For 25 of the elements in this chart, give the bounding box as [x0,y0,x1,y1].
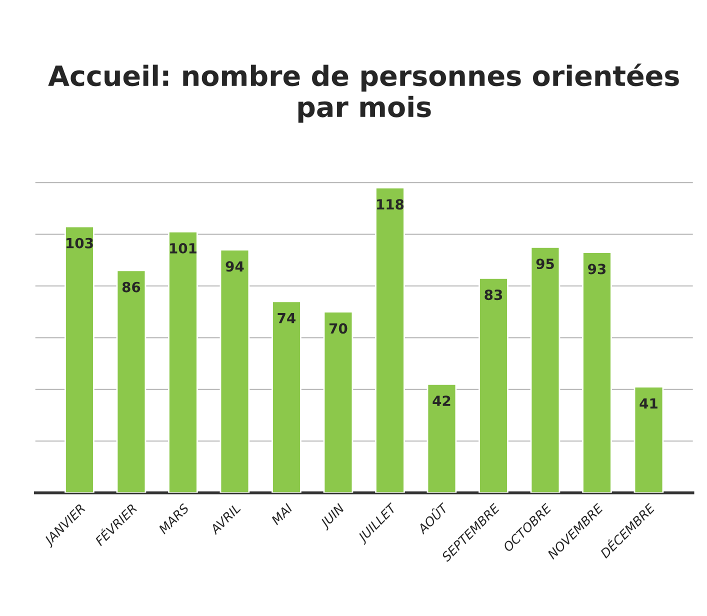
data-label: 41 [640,398,658,408]
bar [323,311,354,493]
data-label: 74 [278,313,296,324]
data-label: 86 [122,282,140,292]
data-label: 101 [170,243,197,254]
data-label: 83 [484,290,502,300]
data-label: 70 [329,323,348,334]
bar [634,386,664,493]
data-label: 118 [377,199,404,210]
data-label: 42 [432,396,450,406]
bar [375,187,405,493]
bar [530,246,560,493]
data-label: 95 [536,258,554,270]
bar [168,230,198,493]
bar [116,270,146,493]
bar [220,249,250,493]
data-label: 93 [588,264,606,274]
bar [272,300,302,493]
data-label: 94 [226,261,244,272]
bar [478,278,508,493]
bar [426,384,457,493]
data-label: 103 [66,238,93,248]
bar [582,252,612,493]
bar [64,226,94,493]
chart-title: Accueil: nombre de personnes orientées par mois [48,64,679,123]
